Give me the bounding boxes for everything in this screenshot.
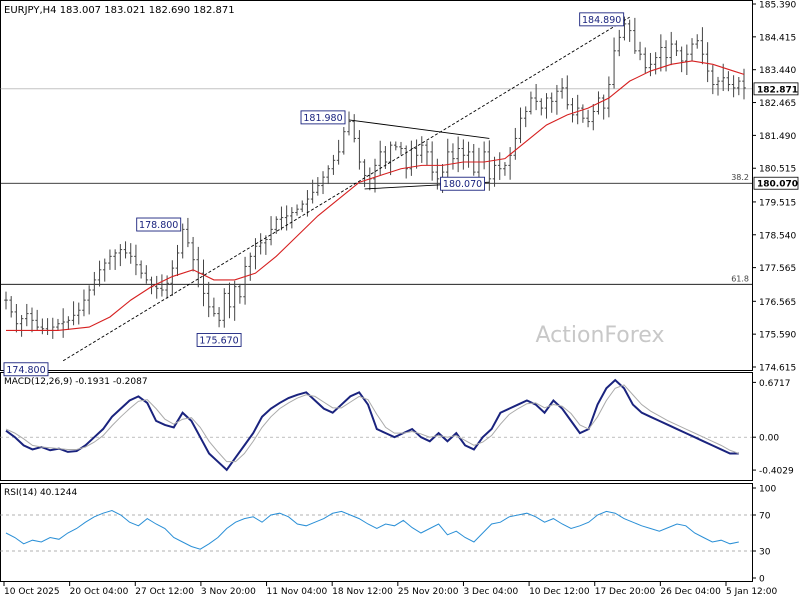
macd-tick-label: -0.4029 <box>759 467 794 477</box>
time-tick-label: 3 Nov 20:00 <box>201 587 256 597</box>
macd-axis: 0.6717 0.00 -0.4029 <box>752 379 794 477</box>
price-annotation-box <box>579 12 625 27</box>
price-tick-label: 177.565 <box>759 264 796 274</box>
price-tick-label: 179.515 <box>759 198 796 208</box>
time-tick-label: 20 Oct 04:00 <box>70 587 129 597</box>
macd-tick-label: 0.6717 <box>759 379 791 389</box>
price-tag-box <box>753 82 799 96</box>
rsi-tick-label: 100 <box>759 485 776 495</box>
moving-average <box>6 60 745 331</box>
price-tick-label: 181.490 <box>759 132 796 142</box>
price-annotation: 175.670 <box>199 335 238 346</box>
ma-line <box>6 60 745 331</box>
price-annotation-box <box>440 176 486 191</box>
macd-title: MACD(12,26,9) -0.1931 -0.2087 <box>4 377 148 387</box>
price-levels: 38.2 61.8 <box>0 88 752 285</box>
price-bars <box>4 16 746 339</box>
time-tick-label: 18 Nov 12:00 <box>332 587 393 597</box>
watermark: ActionForex <box>536 323 665 348</box>
price-tick-label: 175.590 <box>759 331 796 341</box>
macd-tick-label: 0.00 <box>759 434 779 444</box>
rsi-tick-label: 30 <box>759 548 771 558</box>
time-tick-label: 26 Dec 04:00 <box>660 587 721 597</box>
time-tick-label: 17 Dec 20:00 <box>595 587 656 597</box>
price-tag: 180.070 <box>757 180 798 190</box>
price-annotation-box <box>300 110 346 125</box>
price-tick-label: 182.465 <box>759 99 796 109</box>
price-panel <box>0 0 753 371</box>
price-annotation: 174.800 <box>6 365 45 376</box>
macd-panel <box>0 372 753 481</box>
price-annotation: 178.800 <box>139 220 178 231</box>
price-tick-label: 178.540 <box>759 231 796 241</box>
trendline <box>62 16 630 362</box>
macd-line <box>5 378 739 472</box>
signal-line <box>5 384 739 463</box>
rsi-tick-label: 0 <box>759 575 765 585</box>
rsi-line <box>5 509 739 550</box>
price-tag: 182.871 <box>757 85 798 95</box>
rsi-title: RSI(14) 40.1244 <box>4 488 77 498</box>
macd-lines <box>5 378 739 472</box>
price-tick-label: 180.515 <box>759 165 796 175</box>
time-tick-label: 5 Jan 12:00 <box>726 587 778 597</box>
price-tick-label: 176.565 <box>759 298 796 308</box>
time-tick-label: 11 Nov 04:00 <box>267 587 328 597</box>
time-tick-label: 3 Dec 04:00 <box>463 587 518 597</box>
price-annotation-box <box>196 333 242 347</box>
price-annotation: 184.890 <box>582 15 621 26</box>
rsi-line <box>5 509 739 550</box>
price-tag-box <box>753 176 799 190</box>
rsi-tick-label: 70 <box>759 512 771 522</box>
fib-label: 61.8 <box>731 274 749 283</box>
price-title: EURJPY,H4 183.007 183.021 182.690 182.87… <box>4 5 235 16</box>
price-annotation: 181.980 <box>303 113 342 124</box>
price-annotation-box <box>136 217 182 232</box>
trendline <box>348 119 490 139</box>
price-annotation: 180.070 <box>443 179 482 190</box>
annotations: 184.890 181.980 180.070 178.800 175.670 174.8… <box>3 12 625 377</box>
time-tick-label: 10 Oct 2025 <box>4 587 60 597</box>
price-axis: 185.390 184.415 183.440 182.465 181.490 180.5… <box>752 1 799 374</box>
price-tick-label: 183.440 <box>759 66 796 76</box>
rsi-panel <box>0 483 753 582</box>
time-tick-label: 25 Nov 20:00 <box>398 587 459 597</box>
time-tick-label: 27 Oct 12:00 <box>135 587 194 597</box>
price-annotation-box <box>3 362 49 377</box>
price-tick-label: 185.390 <box>759 1 796 11</box>
rsi-axis: 100 70 30 0 <box>752 485 776 585</box>
rsi-levels <box>0 514 752 552</box>
price-tick-label: 174.615 <box>759 364 796 374</box>
fib-label: 38.2 <box>731 173 749 182</box>
price-tick-label: 184.415 <box>759 33 796 43</box>
time-axis: 10 Oct 2025 20 Oct 04:00 27 Oct 12:00 3 Nov… <box>3 582 778 597</box>
time-tick-label: 10 Dec 12:00 <box>529 587 590 597</box>
trendlines <box>62 16 630 362</box>
